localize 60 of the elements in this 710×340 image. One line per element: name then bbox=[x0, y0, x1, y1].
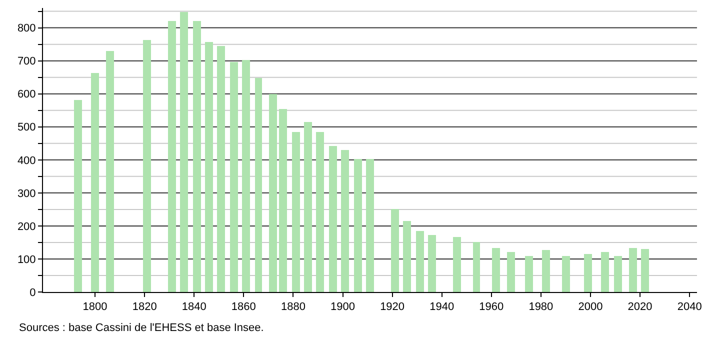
bar bbox=[584, 254, 592, 292]
bar bbox=[601, 252, 609, 292]
y-tick-label: 200 bbox=[17, 220, 36, 233]
bar bbox=[269, 94, 277, 292]
x-tick-label: 1800 bbox=[82, 301, 108, 314]
bar bbox=[428, 235, 436, 292]
bar bbox=[255, 78, 262, 292]
bar bbox=[329, 146, 337, 292]
bar bbox=[641, 249, 649, 292]
y-tick-label: 700 bbox=[17, 56, 36, 68]
y-tick-label: 300 bbox=[17, 188, 36, 200]
bar bbox=[143, 40, 151, 292]
x-tick-label: 1940 bbox=[430, 301, 454, 314]
x-tick-label: 2040 bbox=[677, 301, 702, 314]
x-tick-label: 2020 bbox=[628, 301, 652, 314]
x-tick-label: 1880 bbox=[280, 301, 306, 314]
bar bbox=[525, 256, 533, 292]
bar bbox=[230, 62, 238, 292]
bar bbox=[507, 252, 515, 292]
bar bbox=[292, 132, 300, 292]
x-tick-label: 1980 bbox=[528, 301, 554, 314]
bar bbox=[242, 60, 250, 292]
x-tick-label: 1840 bbox=[182, 301, 206, 314]
bar bbox=[453, 237, 461, 292]
source-note: Sources : base Cassini de l'EHESS et base Insee. bbox=[19, 322, 264, 334]
x-tick-label: 2000 bbox=[578, 301, 603, 314]
bar bbox=[217, 46, 225, 292]
y-tick-label: 800 bbox=[17, 22, 36, 35]
bar bbox=[316, 132, 324, 292]
y-tick-label: 600 bbox=[17, 88, 36, 101]
bar bbox=[341, 150, 349, 292]
x-tick-label: 1860 bbox=[231, 301, 256, 314]
x-tick-label: 1820 bbox=[132, 301, 157, 314]
bar bbox=[629, 248, 637, 292]
bar bbox=[168, 21, 176, 292]
bar bbox=[91, 73, 99, 292]
y-tick-label: 100 bbox=[17, 254, 36, 266]
bar bbox=[542, 250, 550, 292]
bar bbox=[180, 12, 188, 292]
bar bbox=[614, 256, 622, 292]
bar bbox=[74, 100, 82, 292]
x-tick-label: 1900 bbox=[330, 301, 355, 314]
bar bbox=[473, 242, 480, 292]
bar bbox=[416, 231, 424, 292]
bar bbox=[304, 122, 312, 292]
bar bbox=[492, 248, 500, 292]
x-tick-label: 1960 bbox=[479, 301, 504, 314]
bar bbox=[366, 159, 374, 292]
y-tick-label: 0 bbox=[30, 286, 36, 299]
bar bbox=[562, 256, 570, 292]
bar bbox=[205, 42, 213, 292]
x-tick-label: 1920 bbox=[380, 301, 405, 314]
y-tick-label: 500 bbox=[17, 122, 36, 134]
bar bbox=[403, 221, 411, 292]
bar bbox=[354, 159, 362, 292]
y-tick-label: 400 bbox=[17, 154, 36, 167]
bar bbox=[193, 21, 201, 292]
bar bbox=[279, 109, 287, 292]
bar bbox=[106, 51, 114, 292]
bar bbox=[391, 209, 399, 292]
